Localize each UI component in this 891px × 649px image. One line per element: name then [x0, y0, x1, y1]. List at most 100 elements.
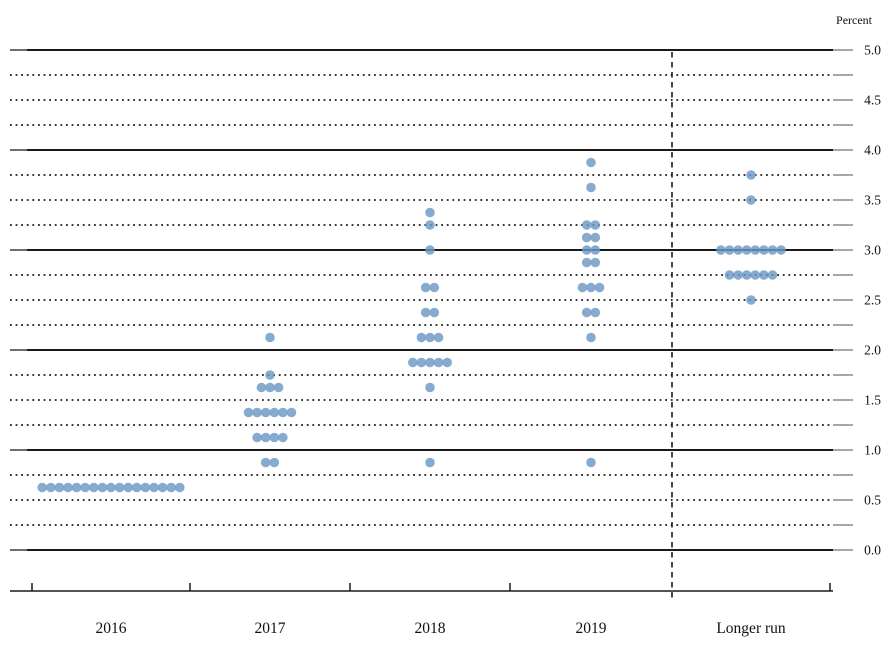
projection-dot — [37, 482, 47, 493]
projection-dot — [581, 257, 592, 268]
projection-dot — [741, 270, 752, 280]
projection-dot — [265, 382, 275, 393]
projection-dot — [106, 482, 116, 493]
projection-dot — [429, 307, 440, 318]
projection-dot — [416, 357, 427, 368]
projection-dot — [586, 332, 596, 343]
projection-dot — [265, 332, 275, 343]
projection-dot — [425, 332, 435, 343]
projection-dot — [97, 482, 108, 493]
y-axis-label: 3.5 — [864, 193, 881, 208]
projection-dot — [776, 245, 786, 255]
projection-dot — [433, 332, 444, 343]
projection-dot — [442, 357, 453, 368]
projection-dot — [260, 407, 271, 418]
projection-dot — [140, 482, 151, 493]
projection-dot — [733, 270, 743, 280]
projection-dot — [750, 270, 761, 280]
projection-dot — [166, 482, 176, 493]
projection-dot — [269, 407, 280, 418]
y-axis-label: 5.0 — [864, 43, 881, 58]
projection-dot — [175, 482, 185, 493]
projection-dot — [425, 357, 435, 368]
projection-dot — [429, 282, 440, 293]
projection-dot — [586, 182, 596, 193]
projection-dot — [425, 382, 435, 393]
projection-dot — [581, 220, 592, 230]
projection-dot — [724, 245, 735, 255]
projection-dot — [114, 482, 125, 493]
projection-dot — [425, 220, 435, 230]
projection-dot — [408, 357, 418, 368]
y-axis-label: 1.5 — [864, 393, 881, 408]
projection-dot — [724, 270, 735, 280]
x-axis-category-label: 2017 — [255, 620, 286, 637]
projection-dot — [581, 245, 592, 255]
projection-dot — [286, 407, 297, 418]
y-axis-label: 1.0 — [864, 443, 881, 458]
projection-dot — [767, 270, 778, 280]
y-axis-label: 0.5 — [864, 493, 881, 508]
y-axis-unit-label: Percent — [836, 13, 872, 27]
projection-dot — [63, 482, 73, 493]
projection-dot — [252, 407, 262, 418]
projection-dot — [123, 482, 133, 493]
projection-dot — [425, 207, 435, 218]
projection-dot — [425, 245, 435, 255]
projection-dot — [89, 482, 99, 493]
projection-dot — [594, 282, 605, 293]
projection-dot — [157, 482, 168, 493]
projection-dot — [132, 482, 142, 493]
projection-dot — [590, 257, 601, 268]
projection-dot — [71, 482, 82, 493]
y-axis-label: 3.0 — [864, 243, 881, 258]
projection-dot — [716, 245, 726, 255]
projection-dot — [581, 232, 592, 243]
projection-dot — [425, 457, 435, 468]
projection-dot — [278, 407, 288, 418]
projection-dot — [577, 282, 588, 293]
projection-dot — [581, 307, 592, 318]
y-axis-label: 4.0 — [864, 143, 881, 158]
projection-dot — [149, 482, 159, 493]
y-axis-label: 2.5 — [864, 293, 881, 308]
projection-dot — [80, 482, 90, 493]
projection-dot — [260, 457, 271, 468]
x-axis-category-label: 2018 — [415, 620, 446, 637]
projection-dot — [416, 332, 427, 343]
projection-dot — [273, 382, 284, 393]
x-axis-category-label: Longer run — [716, 620, 786, 637]
y-axis-label: 4.5 — [864, 93, 881, 108]
projection-dot — [256, 382, 267, 393]
projection-dot — [746, 195, 756, 205]
projection-dot — [260, 432, 271, 443]
projection-dot — [750, 245, 761, 255]
projection-dot — [269, 457, 280, 468]
projection-dot — [278, 432, 288, 443]
projection-dot — [252, 432, 262, 443]
projection-dot — [420, 282, 431, 293]
x-axis-category-label: 2016 — [96, 620, 127, 637]
projection-dot — [46, 482, 56, 493]
projection-dot — [54, 482, 65, 493]
projection-dot — [746, 295, 756, 305]
projection-dot — [586, 282, 596, 293]
y-axis-label: 2.0 — [864, 343, 881, 358]
projection-dot — [586, 457, 596, 468]
projection-dot — [759, 270, 769, 280]
projection-dot — [767, 245, 778, 255]
projection-dot — [590, 245, 601, 255]
projection-dot — [420, 307, 431, 318]
projection-dot — [759, 245, 769, 255]
projection-dot — [741, 245, 752, 255]
projection-dot — [733, 245, 743, 255]
projection-dot — [243, 407, 254, 418]
projection-dot — [269, 432, 280, 443]
projection-dot — [746, 170, 756, 180]
projection-dot — [265, 370, 275, 380]
projection-dot — [433, 357, 444, 368]
y-axis-label: 0.0 — [864, 543, 881, 558]
projection-dot — [590, 232, 601, 243]
